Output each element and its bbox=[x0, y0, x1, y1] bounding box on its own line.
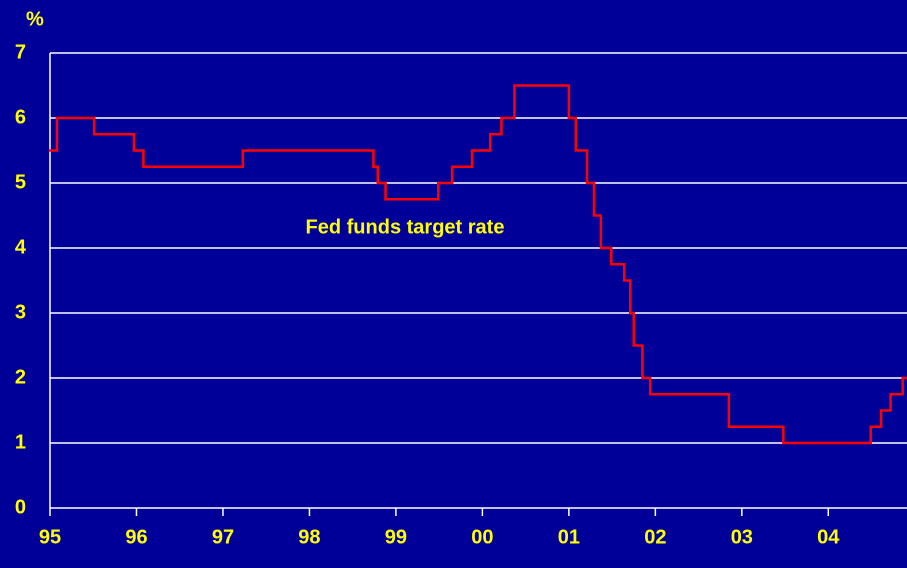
x-tick-label: 00 bbox=[471, 526, 493, 548]
x-tick-label: 01 bbox=[558, 526, 580, 548]
x-tick-label: 98 bbox=[298, 526, 320, 548]
x-tick-label: 03 bbox=[731, 526, 753, 548]
y-tick-label: 1 bbox=[15, 431, 26, 453]
x-tick-label: 99 bbox=[385, 526, 407, 548]
x-tick-label: 95 bbox=[39, 526, 61, 548]
y-tick-label: 6 bbox=[15, 106, 26, 128]
x-tick-label: 96 bbox=[125, 526, 147, 548]
x-tick-label: 02 bbox=[644, 526, 666, 548]
x-tick-label: 04 bbox=[817, 526, 840, 548]
y-tick-label: 4 bbox=[15, 236, 27, 258]
x-tick-label: 97 bbox=[212, 526, 234, 548]
y-tick-label: 5 bbox=[15, 171, 26, 193]
y-tick-label: 2 bbox=[15, 366, 26, 388]
annotation: Fed funds target rate bbox=[306, 216, 505, 238]
y-axis-label: % bbox=[26, 8, 44, 30]
y-tick-label: 7 bbox=[15, 41, 26, 63]
y-tick-label: 0 bbox=[15, 496, 26, 518]
y-tick-label: 3 bbox=[15, 301, 26, 323]
